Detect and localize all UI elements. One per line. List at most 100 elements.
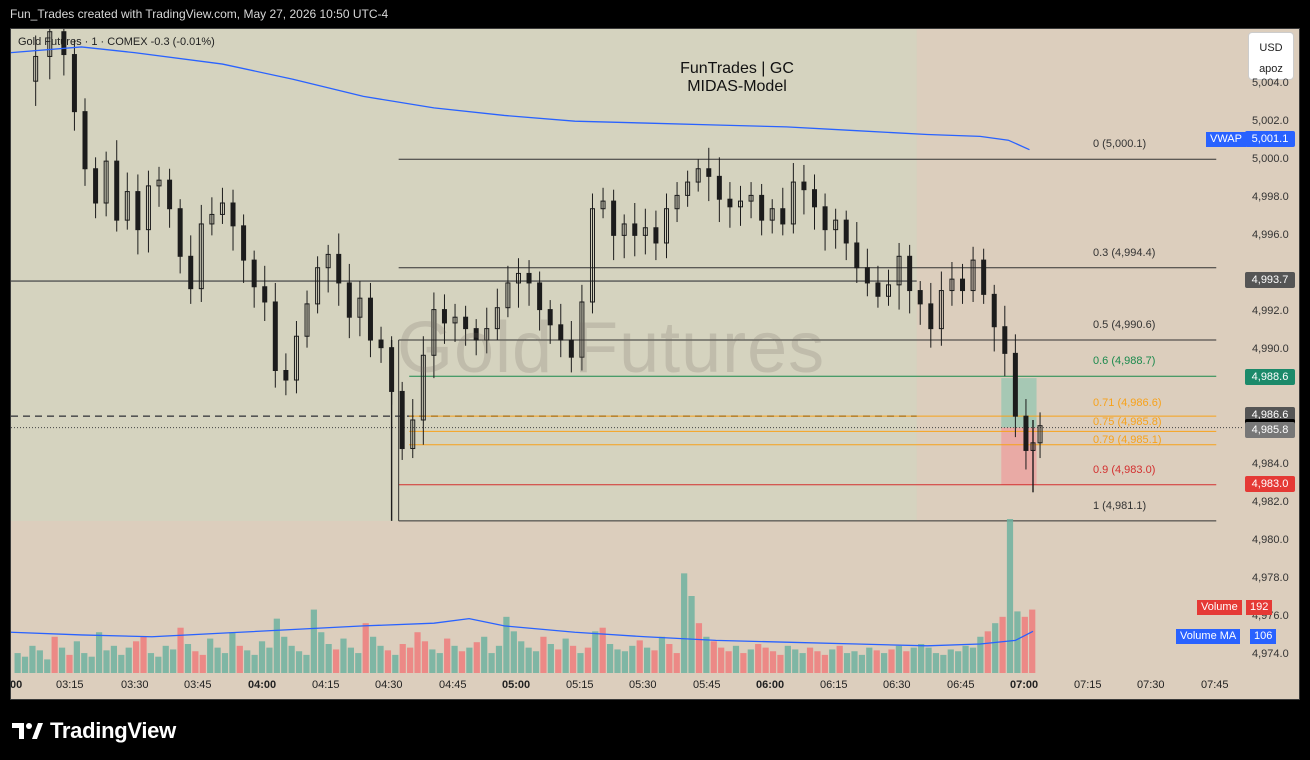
candle-body [748, 194, 754, 202]
candle-body [896, 255, 902, 286]
candle-body [907, 255, 913, 292]
volume-bar [569, 645, 577, 673]
volume-bar [784, 645, 791, 673]
volume-bar [236, 645, 243, 673]
volume-bar [540, 636, 547, 673]
x-tick-label: 06:45 [947, 679, 975, 691]
candle-body [177, 208, 183, 257]
volume-bar [681, 573, 688, 673]
volume-bar [792, 649, 799, 673]
volume-bar [947, 649, 954, 673]
volume-bar [651, 650, 658, 673]
fib-level-label: 0 (5,000.1) [1093, 138, 1147, 151]
candle-body [547, 309, 553, 326]
candle-body [790, 181, 796, 225]
volume-bar [955, 651, 962, 673]
volume-bar [644, 647, 651, 673]
candle-body [167, 179, 173, 210]
candle-body [991, 293, 997, 328]
volume-bar [44, 659, 51, 673]
candle-body [579, 301, 585, 358]
volume-bar [444, 638, 451, 673]
volume-bar [207, 638, 214, 673]
volume-bar [103, 650, 110, 673]
price-badge: 4,983.0 [1245, 475, 1295, 492]
volume-bar [229, 632, 236, 673]
volume-ma-value-badge: 106 [1250, 629, 1277, 644]
y-tick-label: 4,974.0 [1252, 648, 1289, 660]
volume-bar [814, 651, 821, 673]
fib-level-label: 0.71 (4,986.6) [1093, 397, 1162, 410]
chart-frame[interactable]: Gold Futures [10, 28, 1300, 700]
volume-bar [170, 649, 177, 673]
volume-bar [629, 645, 636, 673]
candle-body [1002, 326, 1008, 354]
candle-body [473, 328, 479, 341]
volume-bar [258, 641, 266, 673]
price-badge: 4,985.8 [1245, 422, 1295, 439]
tradingview-logo-icon [12, 723, 43, 739]
volume-bar [1006, 519, 1014, 673]
volume-bar [769, 651, 777, 673]
candle-body [145, 185, 151, 231]
candle-body [272, 301, 278, 372]
volume-bar [73, 641, 80, 673]
price-chart[interactable] [11, 29, 1299, 699]
candle-body [843, 219, 849, 244]
volume-bar [488, 653, 495, 673]
candle-body [526, 272, 532, 284]
candle-body [642, 227, 648, 236]
tradingview-logo[interactable]: TradingView [12, 718, 176, 744]
candle-body [621, 223, 627, 236]
x-tick-label: 05:45 [693, 679, 721, 691]
target-zone [1001, 378, 1037, 428]
candle-body [420, 354, 426, 421]
currency-selector[interactable]: USD apoz [1248, 32, 1294, 80]
volume-bar [829, 649, 836, 673]
volume-bar [318, 632, 325, 673]
candle-body [293, 335, 299, 381]
x-tick-label: 06:15 [820, 679, 848, 691]
volume-bar [895, 645, 903, 673]
candle-body [727, 198, 733, 208]
volume-bar [747, 649, 754, 673]
candle-body [938, 290, 944, 330]
volume-bar [562, 638, 569, 673]
volume-bar [584, 647, 591, 673]
volume-bar [214, 647, 221, 673]
volume-bar [592, 631, 599, 673]
x-tick-label: 05:15 [566, 679, 594, 691]
y-tick-label: 4,996.0 [1252, 229, 1289, 242]
volume-bar [303, 654, 310, 673]
volume-bar [58, 647, 66, 673]
volume-bar [866, 647, 873, 673]
candle-body [209, 213, 215, 225]
volume-bar [555, 649, 562, 673]
volume-bar [399, 644, 406, 673]
candle-body [283, 370, 289, 381]
candle-body [1023, 415, 1029, 451]
candle-body [653, 227, 659, 244]
volume-bar [695, 623, 703, 673]
volume-bar [821, 654, 828, 673]
volume-bar [525, 647, 532, 673]
volume-bar [384, 650, 392, 673]
candle-body [441, 309, 447, 324]
x-tick-label: 04:00 [248, 679, 277, 691]
volume-bar [281, 636, 288, 673]
symbol-legend[interactable]: Gold Futures · 1 · COMEX -0.3 (-0.01%) [18, 36, 215, 48]
x-tick-label: 04:30 [375, 679, 403, 691]
x-tick-label: 05:30 [629, 679, 657, 691]
candle-body [970, 259, 976, 292]
volume-bar [984, 631, 991, 673]
currency-code: USD [1259, 42, 1283, 54]
x-tick-label: 07:45 [1201, 679, 1229, 691]
candle-body [822, 206, 828, 231]
volume-bar [688, 596, 695, 673]
candle-body [685, 181, 691, 196]
candle-body [410, 419, 416, 450]
volume-bar [718, 647, 725, 673]
candle-body [103, 160, 109, 204]
candle-body [674, 194, 680, 210]
title-line-1: FunTrades | GC [680, 60, 794, 77]
